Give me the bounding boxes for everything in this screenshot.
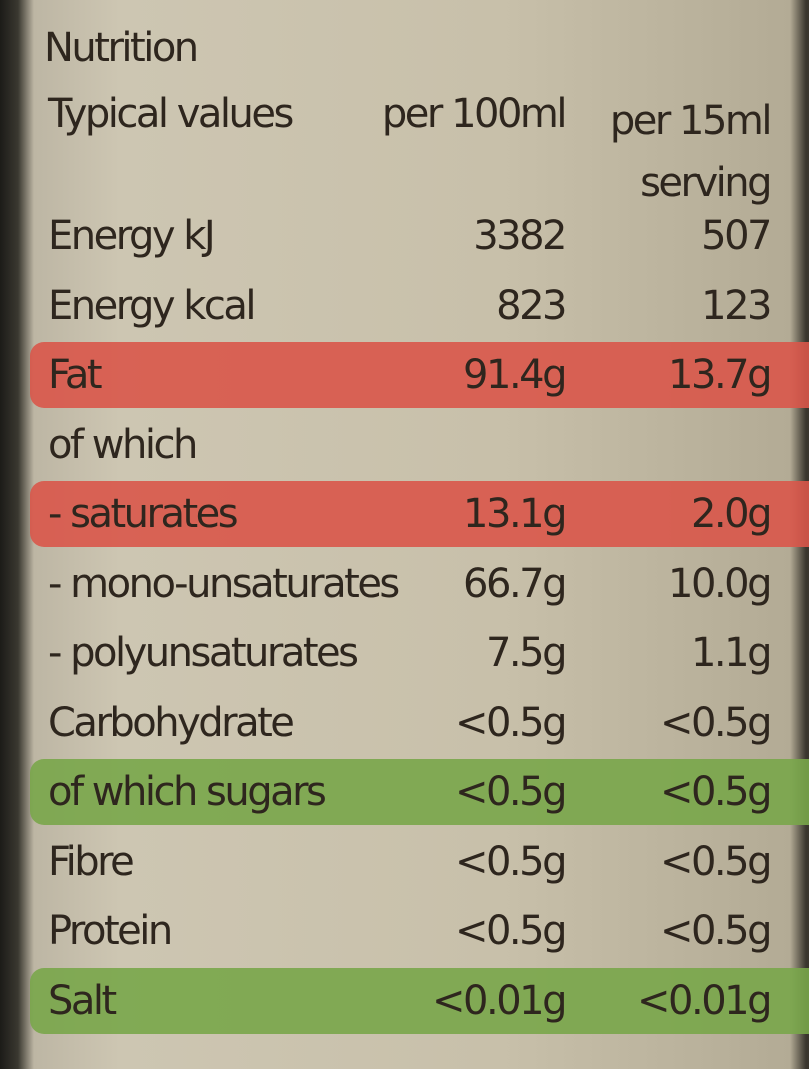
nutrient-value: 7.5g	[485, 630, 568, 676]
nutrient-name: - saturates	[48, 491, 239, 537]
column-header: per 100ml	[381, 91, 568, 137]
nutrient-value: 66.7g	[463, 560, 567, 607]
row-highlight	[30, 342, 809, 408]
nutrient-value: <0.5g	[659, 769, 773, 815]
nutrient-value: <0.5g	[659, 699, 773, 746]
row-highlight	[30, 967, 809, 1034]
nutrient-value: <0.5g	[454, 769, 568, 815]
nutrient-name: Energy kJ	[48, 213, 216, 259]
nutrient-value: <0.5g	[454, 838, 568, 885]
nutrient-value: 91.4g	[463, 352, 567, 398]
nutrient-value: <0.5g	[454, 908, 568, 954]
nutrient-value: <0.01g	[432, 977, 567, 1024]
nutrient-value: <0.5g	[454, 699, 568, 746]
nutrient-name: Energy kcal	[48, 282, 257, 329]
nutrient-value: 1.1g	[690, 630, 773, 676]
nutrient-value: <0.5g	[659, 908, 773, 954]
row-highlight	[30, 481, 809, 547]
nutrient-value: 13.1g	[463, 491, 567, 537]
row-highlight	[30, 759, 809, 825]
nutrient-name: - mono-unsaturates	[48, 560, 400, 607]
nutrient-name: Carbohydrate	[48, 699, 295, 746]
title: Nutrition	[44, 25, 199, 71]
column-header: per 15ml serving	[609, 98, 773, 206]
nutrient-value: 2.0g	[690, 491, 773, 537]
nutrient-value: 507	[701, 213, 772, 259]
nutrient-value: <0.5g	[659, 838, 773, 885]
nutrient-name: Fibre	[48, 838, 135, 885]
nutrient-value: 823	[496, 282, 567, 329]
nutrient-name: Fat	[48, 352, 103, 398]
column-header: Typical values	[48, 91, 294, 137]
nutrient-name: Salt	[48, 977, 117, 1024]
nutrient-name: Protein	[48, 908, 173, 954]
nutrient-value: 13.7g	[668, 352, 772, 398]
nutrient-name: - polyunsaturates	[48, 630, 359, 676]
nutrient-name: of which	[48, 421, 198, 468]
nutrient-value: 10.0g	[668, 560, 772, 607]
nutrient-name: of which sugars	[48, 769, 327, 815]
nutrient-value: 3382	[473, 213, 567, 259]
nutrient-value: 123	[701, 282, 772, 329]
nutrient-value: <0.01g	[637, 977, 772, 1024]
